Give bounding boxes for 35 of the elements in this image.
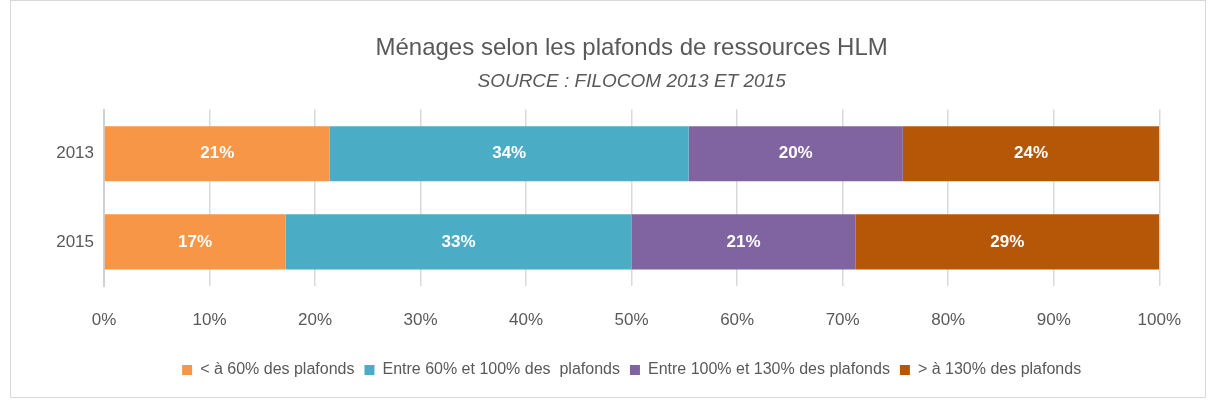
- x-tick-label: 50%: [614, 309, 649, 329]
- x-tick-label: 60%: [720, 309, 755, 329]
- bar: [104, 214, 286, 270]
- data-label: 20%: [778, 143, 813, 163]
- x-tick-label: 100%: [1137, 309, 1181, 329]
- y-tick-label: 2013: [56, 143, 94, 163]
- x-tick-label: 30%: [403, 309, 438, 329]
- x-tick-label: 40%: [509, 309, 544, 329]
- bar: [855, 214, 1160, 270]
- bar: [688, 126, 903, 182]
- x-tick-label: 20%: [298, 309, 333, 329]
- bar: [285, 214, 632, 270]
- bar: [902, 126, 1160, 182]
- x-tick-label: 70%: [825, 309, 860, 329]
- data-label: 34%: [492, 143, 527, 163]
- data-label: 29%: [990, 231, 1025, 251]
- legend-label: < à 60% des plafonds: [200, 360, 355, 378]
- x-tick-label: 0%: [91, 309, 117, 329]
- data-label: 17%: [178, 231, 213, 251]
- legend-label: Entre 100% et 130% des plafonds: [647, 360, 890, 378]
- chart-title: Ménages selon les plafonds de ressources HLM: [375, 33, 888, 61]
- x-tick-label: 10%: [192, 309, 227, 329]
- data-label: 33%: [441, 231, 476, 251]
- data-label: 21%: [726, 231, 761, 251]
- legend-label: Entre 60% et 100% des plafonds: [382, 360, 620, 378]
- bar: [329, 126, 689, 182]
- x-tick-label: 80%: [931, 309, 966, 329]
- data-label: 24%: [1014, 143, 1049, 163]
- chart-subtitle: SOURCE : FILOCOM 2013 ET 2015: [477, 70, 787, 92]
- bar: [104, 126, 330, 182]
- x-tick-label: 90%: [1036, 309, 1071, 329]
- bar: [631, 214, 856, 270]
- data-label: 21%: [200, 143, 235, 163]
- legend-label: > à 130% des plafonds: [917, 360, 1082, 378]
- y-tick-label: 2015: [56, 231, 94, 251]
